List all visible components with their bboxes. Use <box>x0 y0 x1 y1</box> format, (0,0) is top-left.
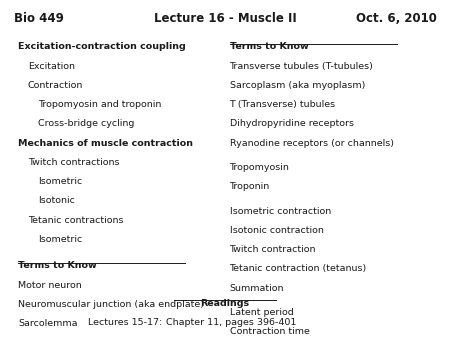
Text: Tropomyosin and troponin: Tropomyosin and troponin <box>38 100 161 109</box>
Text: Twitch contraction: Twitch contraction <box>230 245 316 254</box>
Text: Isotonic contraction: Isotonic contraction <box>230 226 324 235</box>
Text: Isotonic: Isotonic <box>38 196 75 206</box>
Text: Transverse tubules (T-tubules): Transverse tubules (T-tubules) <box>230 62 374 71</box>
Text: Summation: Summation <box>230 284 284 293</box>
Text: Isometric: Isometric <box>38 177 82 186</box>
Text: Ryanodine receptors (or channels): Ryanodine receptors (or channels) <box>230 139 393 148</box>
Text: Terms to Know: Terms to Know <box>18 261 97 270</box>
Text: Contraction: Contraction <box>28 81 83 90</box>
Text: Tetanic contraction (tetanus): Tetanic contraction (tetanus) <box>230 264 367 273</box>
Text: Bio 449: Bio 449 <box>14 12 63 25</box>
Text: Sarcoplasm (aka myoplasm): Sarcoplasm (aka myoplasm) <box>230 81 365 90</box>
Text: Neuromuscular junction (aka endplate): Neuromuscular junction (aka endplate) <box>18 300 204 309</box>
Text: Isometric: Isometric <box>38 235 82 244</box>
Text: Contraction time: Contraction time <box>230 327 310 336</box>
Text: Motor neuron: Motor neuron <box>18 281 82 290</box>
Text: Chapter 11, pages 396-401: Chapter 11, pages 396-401 <box>166 318 297 328</box>
Text: Isometric contraction: Isometric contraction <box>230 207 331 216</box>
Text: Tetanic contractions: Tetanic contractions <box>28 216 123 225</box>
Text: Dihydropyridine receptors: Dihydropyridine receptors <box>230 119 354 128</box>
Text: Lectures 15-17:: Lectures 15-17: <box>88 318 162 328</box>
Text: Troponin: Troponin <box>230 182 270 191</box>
Text: Excitation: Excitation <box>28 62 75 71</box>
Text: T (Transverse) tubules: T (Transverse) tubules <box>230 100 336 109</box>
Text: Tropomyosin: Tropomyosin <box>230 163 289 172</box>
Text: Latent period: Latent period <box>230 308 293 317</box>
Text: Cross-bridge cycling: Cross-bridge cycling <box>38 119 134 128</box>
Text: Sarcolemma: Sarcolemma <box>18 319 77 328</box>
Text: Mechanics of muscle contraction: Mechanics of muscle contraction <box>18 139 193 148</box>
Text: Lecture 16 - Muscle II: Lecture 16 - Muscle II <box>153 12 297 25</box>
Text: Excitation-contraction coupling: Excitation-contraction coupling <box>18 42 186 51</box>
Text: Twitch contractions: Twitch contractions <box>28 158 119 167</box>
Text: Terms to Know: Terms to Know <box>230 42 308 51</box>
Text: Readings: Readings <box>200 299 250 308</box>
Text: Oct. 6, 2010: Oct. 6, 2010 <box>356 12 436 25</box>
